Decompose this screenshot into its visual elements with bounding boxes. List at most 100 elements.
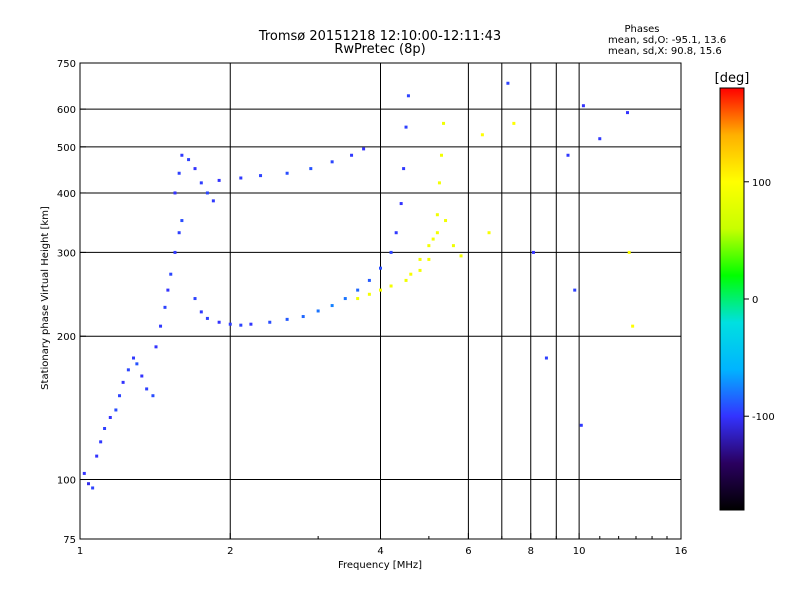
data-point [343, 297, 347, 301]
data-point [631, 324, 635, 328]
data-point [487, 231, 491, 235]
data-point [285, 171, 289, 175]
data-point [418, 257, 422, 261]
data-point [404, 125, 408, 129]
data-point [579, 423, 583, 427]
x-tick-label: 2 [227, 546, 233, 557]
data-point [444, 219, 448, 223]
data-point [121, 380, 125, 384]
data-point [573, 288, 577, 292]
data-point [199, 181, 203, 185]
data-point [627, 250, 631, 254]
y-tick-label: 750 [57, 59, 76, 70]
data-point [82, 471, 86, 475]
data-point [406, 94, 410, 98]
data-point [166, 288, 170, 292]
data-point [506, 81, 510, 85]
data-point [205, 191, 209, 195]
chart-subtitle: RwPretec (8p) [334, 42, 425, 57]
legend-title: Phases [624, 24, 659, 35]
y-tick-label: 100 [57, 476, 76, 487]
data-point [309, 167, 313, 171]
data-point [177, 231, 181, 235]
data-point [418, 268, 422, 272]
data-point [301, 315, 305, 319]
data-point [177, 171, 181, 175]
data-point [249, 322, 253, 326]
data-point [268, 320, 272, 324]
data-point [440, 153, 444, 157]
data-point [163, 305, 167, 309]
data-point [95, 454, 99, 458]
data-point [409, 272, 413, 276]
data-point [239, 176, 243, 180]
data-point [356, 288, 360, 292]
data-point [379, 266, 382, 270]
data-point [217, 178, 221, 182]
data-point [625, 111, 629, 115]
colorbar [719, 87, 745, 511]
data-point [217, 320, 221, 324]
data-point [154, 345, 158, 349]
data-point [581, 104, 585, 108]
data-point [180, 153, 184, 157]
data-point [394, 231, 398, 235]
y-axis-ticks: 75 100 200 300 400 500 600 750 [57, 59, 86, 546]
data-point [598, 137, 602, 141]
chart-title: Tromsø 20151218 12:10:00-12:11:43 [258, 29, 501, 44]
x-axis-ticks: 1 2 4 6 8 10 16 [77, 533, 687, 557]
x-axis-label: Frequency [MHz] [338, 560, 422, 571]
data-point [193, 297, 197, 301]
data-point [435, 213, 439, 217]
colorbar-label: [deg] [715, 71, 750, 86]
y-tick-label: 600 [57, 105, 76, 116]
data-point [437, 181, 441, 185]
data-point [480, 133, 484, 137]
y-axis-label: Stationary phase Virtual Height [km] [40, 206, 51, 390]
data-point [389, 284, 393, 288]
data-point [316, 309, 320, 313]
data-point [531, 250, 535, 254]
data-point [404, 278, 408, 282]
data-point [132, 356, 136, 360]
data-point [114, 408, 118, 412]
data-point [87, 482, 91, 486]
data-point [451, 244, 455, 248]
data-point [402, 167, 406, 171]
data-point [544, 356, 548, 360]
data-point [356, 297, 360, 301]
data-point [159, 324, 163, 328]
y-tick-label: 500 [57, 143, 76, 154]
data-point [459, 254, 463, 258]
data-point [187, 158, 191, 162]
data-point [228, 322, 232, 326]
data-point [442, 121, 446, 125]
y-tick-label: 400 [57, 189, 76, 200]
colorbar-tick-label: 100 [752, 178, 771, 189]
data-point [99, 440, 103, 444]
data-point [140, 374, 144, 378]
data-points [82, 81, 635, 490]
data-point [239, 323, 243, 327]
data-point [151, 394, 155, 398]
data-point [427, 244, 431, 248]
data-point [389, 250, 393, 254]
data-point [180, 219, 184, 223]
data-point [350, 153, 354, 157]
data-point [512, 121, 516, 125]
x-tick-label: 6 [465, 546, 471, 557]
data-point [367, 292, 371, 296]
data-point [285, 317, 289, 321]
colorbar-ticks: 100 0 -100 [744, 178, 775, 423]
data-point [103, 426, 107, 430]
data-point [427, 257, 431, 261]
y-tick-label: 75 [63, 535, 76, 546]
data-point [135, 362, 139, 366]
y-tick-label: 200 [57, 332, 76, 343]
data-point [259, 174, 263, 178]
data-point [173, 191, 177, 195]
data-point [330, 304, 334, 308]
data-point [169, 272, 173, 276]
data-point [566, 153, 570, 157]
